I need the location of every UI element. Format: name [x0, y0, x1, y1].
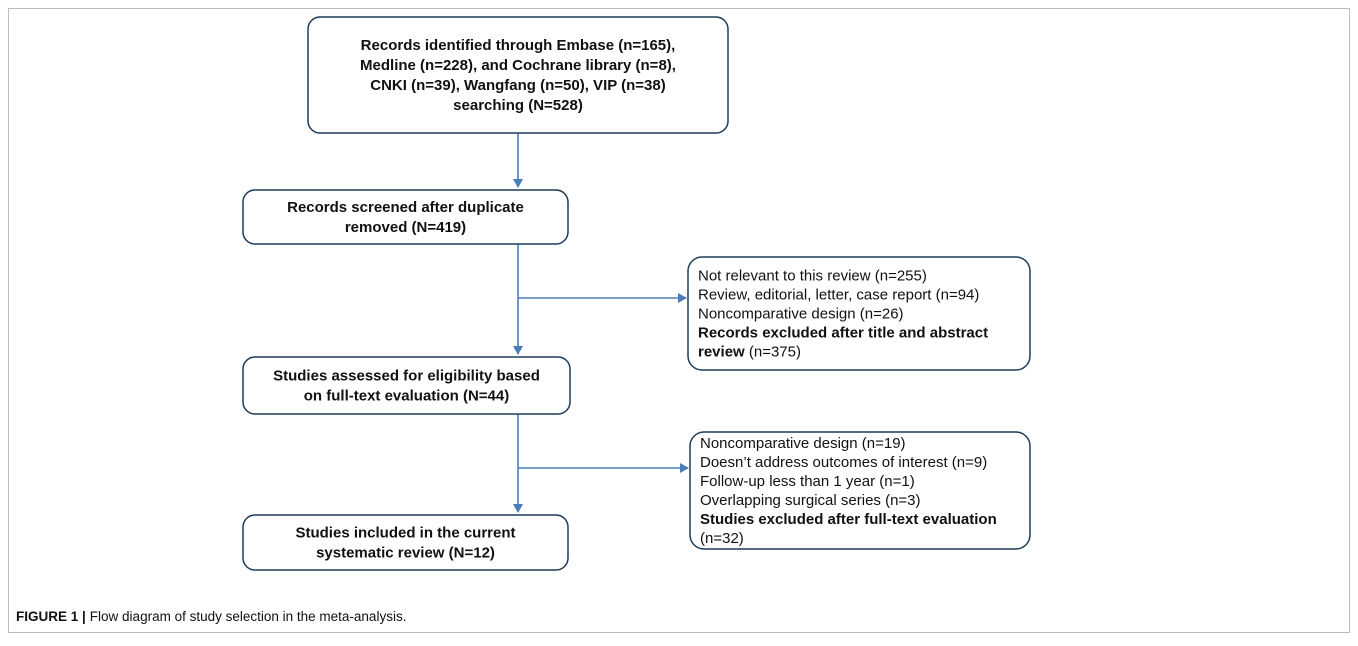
exclusion-text: Review, editorial, letter, case report (… [698, 287, 979, 304]
exclusion-box [687, 256, 1031, 371]
box-text: systematic review (N=12) [316, 545, 495, 562]
exclusion-text: review [698, 344, 745, 361]
exclusion-text: Noncomparative design (n=26) [698, 306, 904, 323]
process-box [307, 16, 729, 134]
box-text: Records identified through Embase (n=165… [361, 37, 676, 54]
exclusion-text: Not relevant to this review (n=255) [698, 268, 927, 285]
exclusion-line: Studies excluded after full-text evaluat… [700, 511, 997, 528]
exclusion-line: (n=32) [700, 530, 744, 547]
box-text: Medline (n=228), and Cochrane library (n… [360, 57, 676, 74]
exclusion-text: Follow-up less than 1 year (n=1) [700, 473, 915, 490]
exclusion-line: Not relevant to this review (n=255) [698, 268, 927, 285]
exclusion-line: Overlapping surgical series (n=3) [700, 492, 921, 509]
exclusion-line: Noncomparative design (n=19) [700, 435, 906, 452]
exclusion-line: Doesn’t address outcomes of interest (n=… [700, 454, 987, 471]
figure-border [8, 8, 1350, 633]
exclusion-text: Noncomparative design (n=19) [700, 435, 906, 452]
exclusion-text: (n=32) [700, 530, 744, 547]
exclusion-text: Records excluded after title and abstrac… [698, 325, 988, 342]
box-text: on full-text evaluation (N=44) [304, 388, 509, 405]
box-text: Studies assessed for eligibility based [273, 368, 540, 385]
box-text: Studies included in the current [295, 525, 515, 542]
exclusion-text: Doesn’t address outcomes of interest (n=… [700, 454, 987, 471]
box-text: searching (N=528) [453, 97, 583, 114]
caption-text: Flow diagram of study selection in the m… [90, 609, 407, 624]
connectors [513, 133, 689, 513]
box-text: CNKI (n=39), Wangfang (n=50), VIP (n=38) [370, 77, 665, 94]
exclusion-line: Review, editorial, letter, case report (… [698, 287, 979, 304]
exclusion-line: Noncomparative design (n=26) [698, 306, 904, 323]
exclusion-line: Records excluded after title and abstrac… [698, 325, 988, 342]
caption: FIGURE 1 | Flow diagram of study selectio… [16, 609, 406, 624]
exclusion-line: Follow-up less than 1 year (n=1) [700, 473, 915, 490]
exclusion-line: review (n=375) [698, 344, 801, 361]
process-box [242, 356, 571, 415]
box-text: Records screened after duplicate [287, 199, 524, 216]
exclusion-box [689, 431, 1031, 550]
exclusion-text: (n=375) [745, 344, 801, 361]
process-box [242, 189, 569, 245]
exclusion-text: Studies excluded after full-text evaluat… [700, 511, 997, 528]
caption-label: FIGURE 1 | [16, 609, 86, 624]
exclusion-text: Overlapping surgical series (n=3) [700, 492, 921, 509]
box-text: removed (N=419) [345, 219, 466, 236]
process-box [242, 514, 569, 571]
